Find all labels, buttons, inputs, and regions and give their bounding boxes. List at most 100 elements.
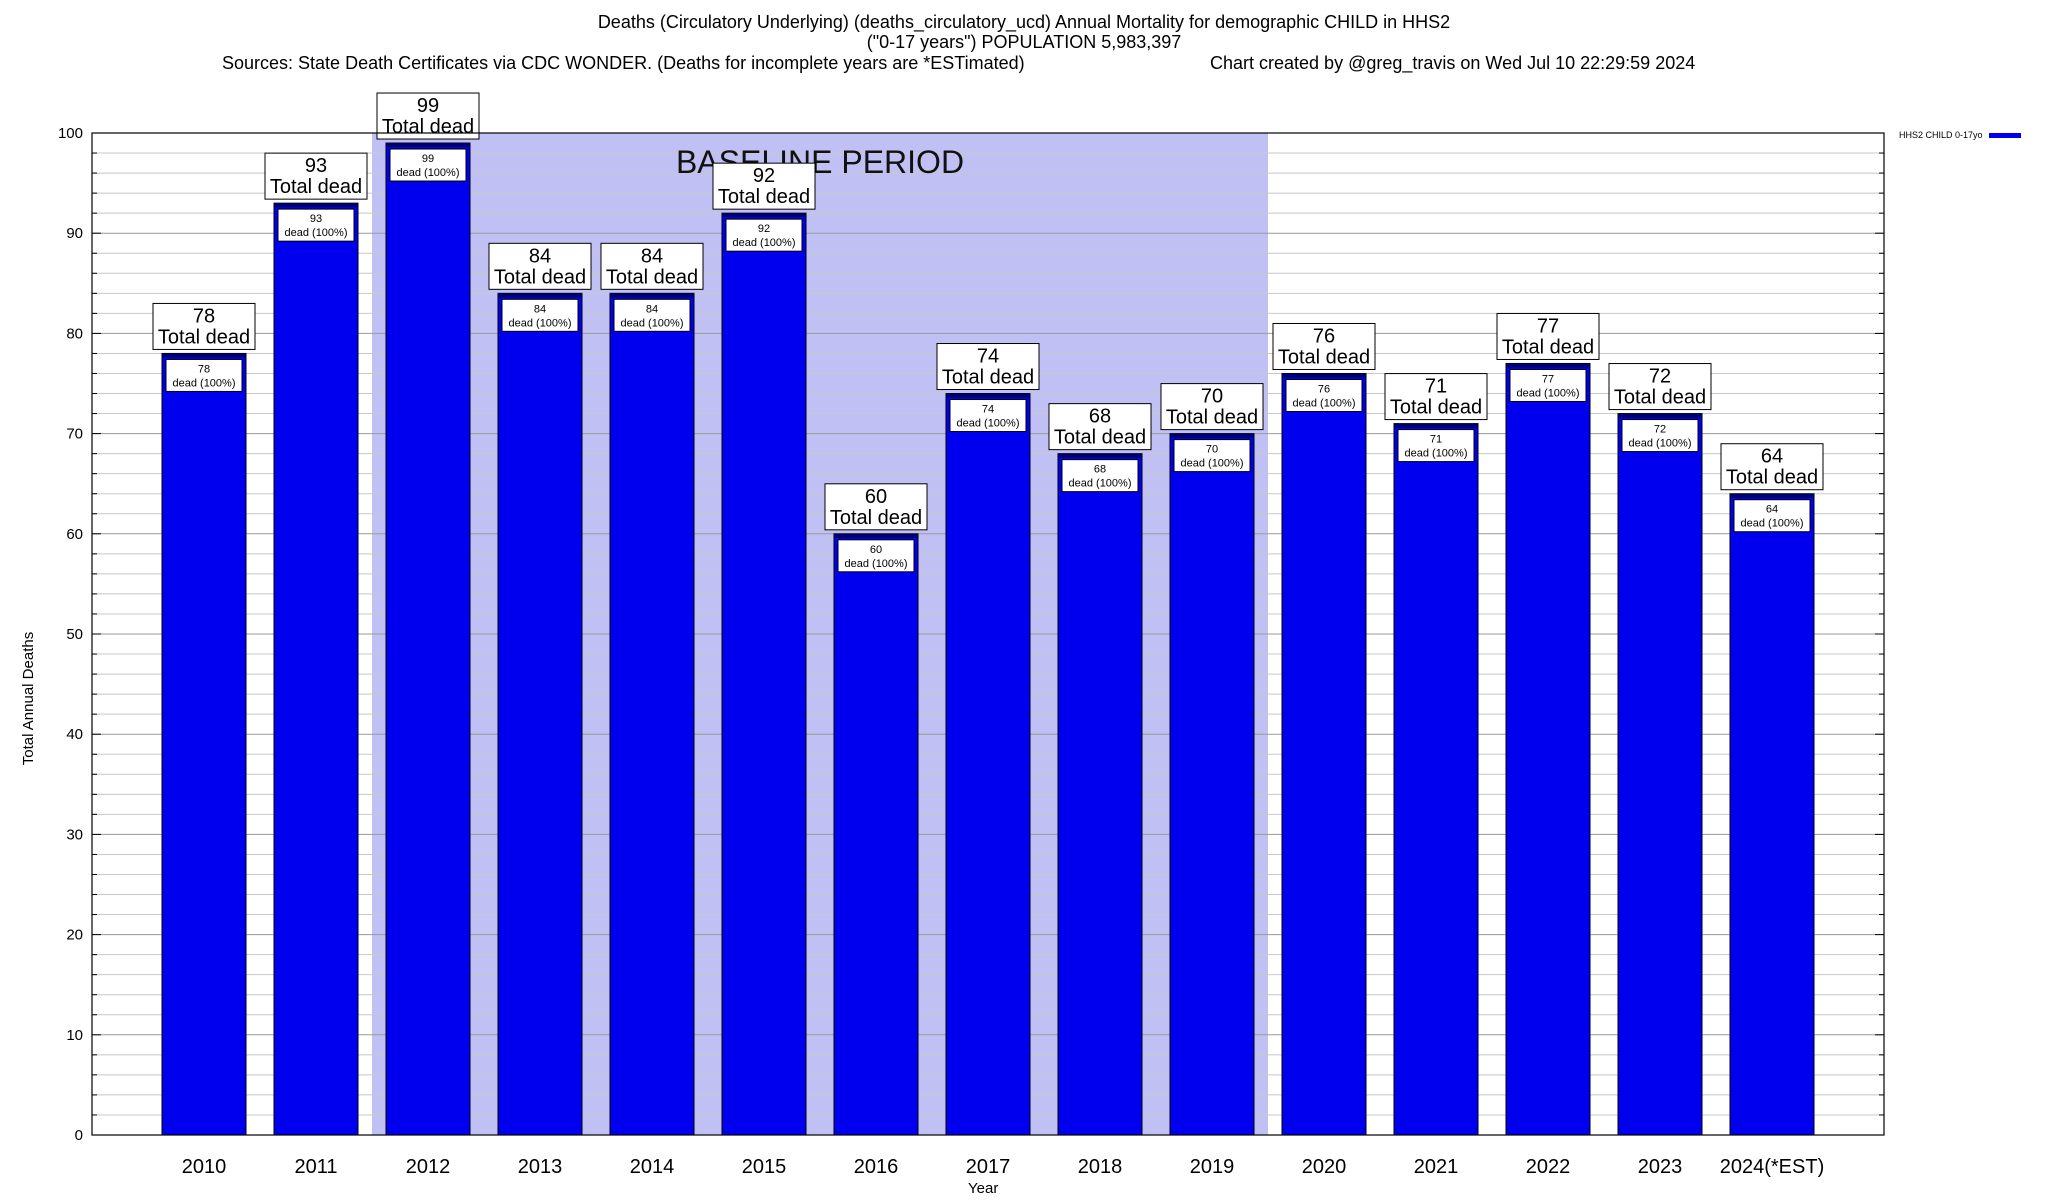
bar xyxy=(1281,372,1367,1136)
bar-outer-total-label: Total dead xyxy=(830,507,922,529)
bar xyxy=(1057,453,1143,1136)
bar xyxy=(609,292,695,1136)
bar xyxy=(721,212,807,1136)
bar-outer-label-box xyxy=(1496,312,1600,360)
bar-inner-percent-label: dead (100%) xyxy=(1629,438,1692,450)
bar-outer-label-box xyxy=(1720,443,1824,491)
bar-outer-value-label: 93 xyxy=(305,155,327,177)
bar-inner-label-box xyxy=(1733,499,1811,533)
bar-outer-label-box xyxy=(1384,373,1488,421)
y-tick-label: 70 xyxy=(66,426,83,443)
bar-outer-label-box xyxy=(1608,363,1712,411)
bar xyxy=(1505,362,1591,1136)
bar-inner-label-box xyxy=(1285,378,1363,412)
bar-outer-total-label: Total dead xyxy=(1278,346,1370,368)
bar-outer-total-label: Total dead xyxy=(1726,467,1818,489)
x-tick-label: 2016 xyxy=(854,1156,899,1178)
bar-outer-value-label: 92 xyxy=(753,165,775,187)
legend-series-swatch xyxy=(1988,132,2021,138)
bar-inner-percent-label: dead (100%) xyxy=(509,317,572,329)
bar-cap xyxy=(1506,363,1590,368)
bar-outer-total-label: Total dead xyxy=(1390,397,1482,419)
bar-inner-label-box xyxy=(725,218,803,252)
bar-inner-label-box xyxy=(949,399,1027,433)
bar-inner-percent-label: dead (100%) xyxy=(1517,387,1580,399)
bar-outer-label-box xyxy=(488,242,592,290)
y-tick-label: 20 xyxy=(66,927,83,944)
x-tick-label: 2023 xyxy=(1638,1156,1683,1178)
bar-outer-value-label: 72 xyxy=(1649,366,1671,388)
chart-title-line-1: Deaths (Circulatory Underlying) (deaths_… xyxy=(597,12,1451,32)
bar-outer-value-label: 78 xyxy=(193,305,215,327)
bar-outer-value-label: 84 xyxy=(529,245,551,267)
bar-outer-label-box xyxy=(1160,383,1264,431)
bar-outer-value-label: 76 xyxy=(1313,325,1335,347)
bar-cap xyxy=(610,293,694,298)
bar-inner-percent-label: dead (100%) xyxy=(285,227,348,239)
bar-outer-total-label: Total dead xyxy=(1502,336,1594,358)
bar-inner-percent-label: dead (100%) xyxy=(1741,518,1804,530)
bar-inner-value-label: 68 xyxy=(1094,464,1106,476)
y-tick-label: 0 xyxy=(75,1127,83,1144)
bar-outer-label-box xyxy=(712,162,816,210)
bar-inner-percent-label: dead (100%) xyxy=(957,418,1020,430)
bar-outer-value-label: 99 xyxy=(417,95,439,117)
x-tick-label: 2017 xyxy=(966,1156,1011,1178)
bar-outer-total-label: Total dead xyxy=(382,116,474,138)
y-tick-label: 90 xyxy=(66,225,83,242)
bar-outer-value-label: 70 xyxy=(1201,386,1223,408)
bar-inner-label-box xyxy=(1397,429,1475,463)
bar-inner-label-box xyxy=(501,298,579,332)
bar-outer-label-box xyxy=(1272,322,1376,370)
bar xyxy=(1169,433,1255,1136)
bar-outer-total-label: Total dead xyxy=(270,176,362,198)
bar-inner-percent-label: dead (100%) xyxy=(1181,458,1244,470)
bar-outer-total-label: Total dead xyxy=(718,186,810,208)
plot-frame xyxy=(91,132,1885,1136)
bar-outer-label-box xyxy=(152,302,256,350)
y-tick-label: 100 xyxy=(58,125,83,142)
bar-inner-label-box xyxy=(389,148,467,182)
bar-inner-value-label: 78 xyxy=(198,363,210,375)
bar-outer-label-box xyxy=(936,343,1040,391)
y-tick-label: 40 xyxy=(66,726,83,743)
bar-inner-label-box xyxy=(165,358,243,392)
bar-cap xyxy=(274,203,358,208)
bar-outer-value-label: 68 xyxy=(1089,406,1111,428)
bar-cap xyxy=(1282,373,1366,378)
bar xyxy=(273,202,359,1136)
bar-inner-percent-label: dead (100%) xyxy=(1069,478,1132,490)
bar-outer-value-label: 71 xyxy=(1425,376,1447,398)
bar-outer-value-label: 74 xyxy=(977,346,999,368)
bar-cap xyxy=(162,353,246,358)
x-tick-label: 2012 xyxy=(406,1156,451,1178)
x-tick-label: 2022 xyxy=(1526,1156,1571,1178)
bar-inner-value-label: 76 xyxy=(1318,383,1330,395)
bar-inner-value-label: 77 xyxy=(1542,373,1554,385)
bar-inner-value-label: 84 xyxy=(646,303,658,315)
bar xyxy=(833,533,919,1136)
chart-sources-note: Sources: State Death Certificates via CD… xyxy=(222,53,1025,73)
bar-inner-label-box xyxy=(837,539,915,573)
x-tick-label: 2021 xyxy=(1414,1156,1459,1178)
bar-inner-percent-label: dead (100%) xyxy=(733,237,796,249)
bar-outer-total-label: Total dead xyxy=(1054,427,1146,449)
bar xyxy=(1617,413,1703,1136)
bar-outer-total-label: Total dead xyxy=(942,367,1034,389)
bar-inner-percent-label: dead (100%) xyxy=(845,558,908,570)
bar-cap xyxy=(386,143,470,148)
bar-cap xyxy=(834,533,918,538)
bar-inner-percent-label: dead (100%) xyxy=(397,167,460,179)
x-tick-label: 2015 xyxy=(742,1156,787,1178)
bar-outer-label-box xyxy=(376,92,480,140)
chart-credit-note: Chart created by @greg_travis on Wed Jul… xyxy=(1210,53,1696,73)
bar-outer-total-label: Total dead xyxy=(1166,407,1258,429)
bar-outer-value-label: 60 xyxy=(865,486,887,508)
bar-outer-total-label: Total dead xyxy=(494,266,586,288)
bar xyxy=(385,142,471,1136)
bar-inner-value-label: 71 xyxy=(1430,434,1442,446)
bar-inner-label-box xyxy=(1173,439,1251,473)
y-tick-label: 80 xyxy=(66,325,83,342)
bar xyxy=(161,352,247,1136)
bar-outer-total-label: Total dead xyxy=(158,326,250,348)
